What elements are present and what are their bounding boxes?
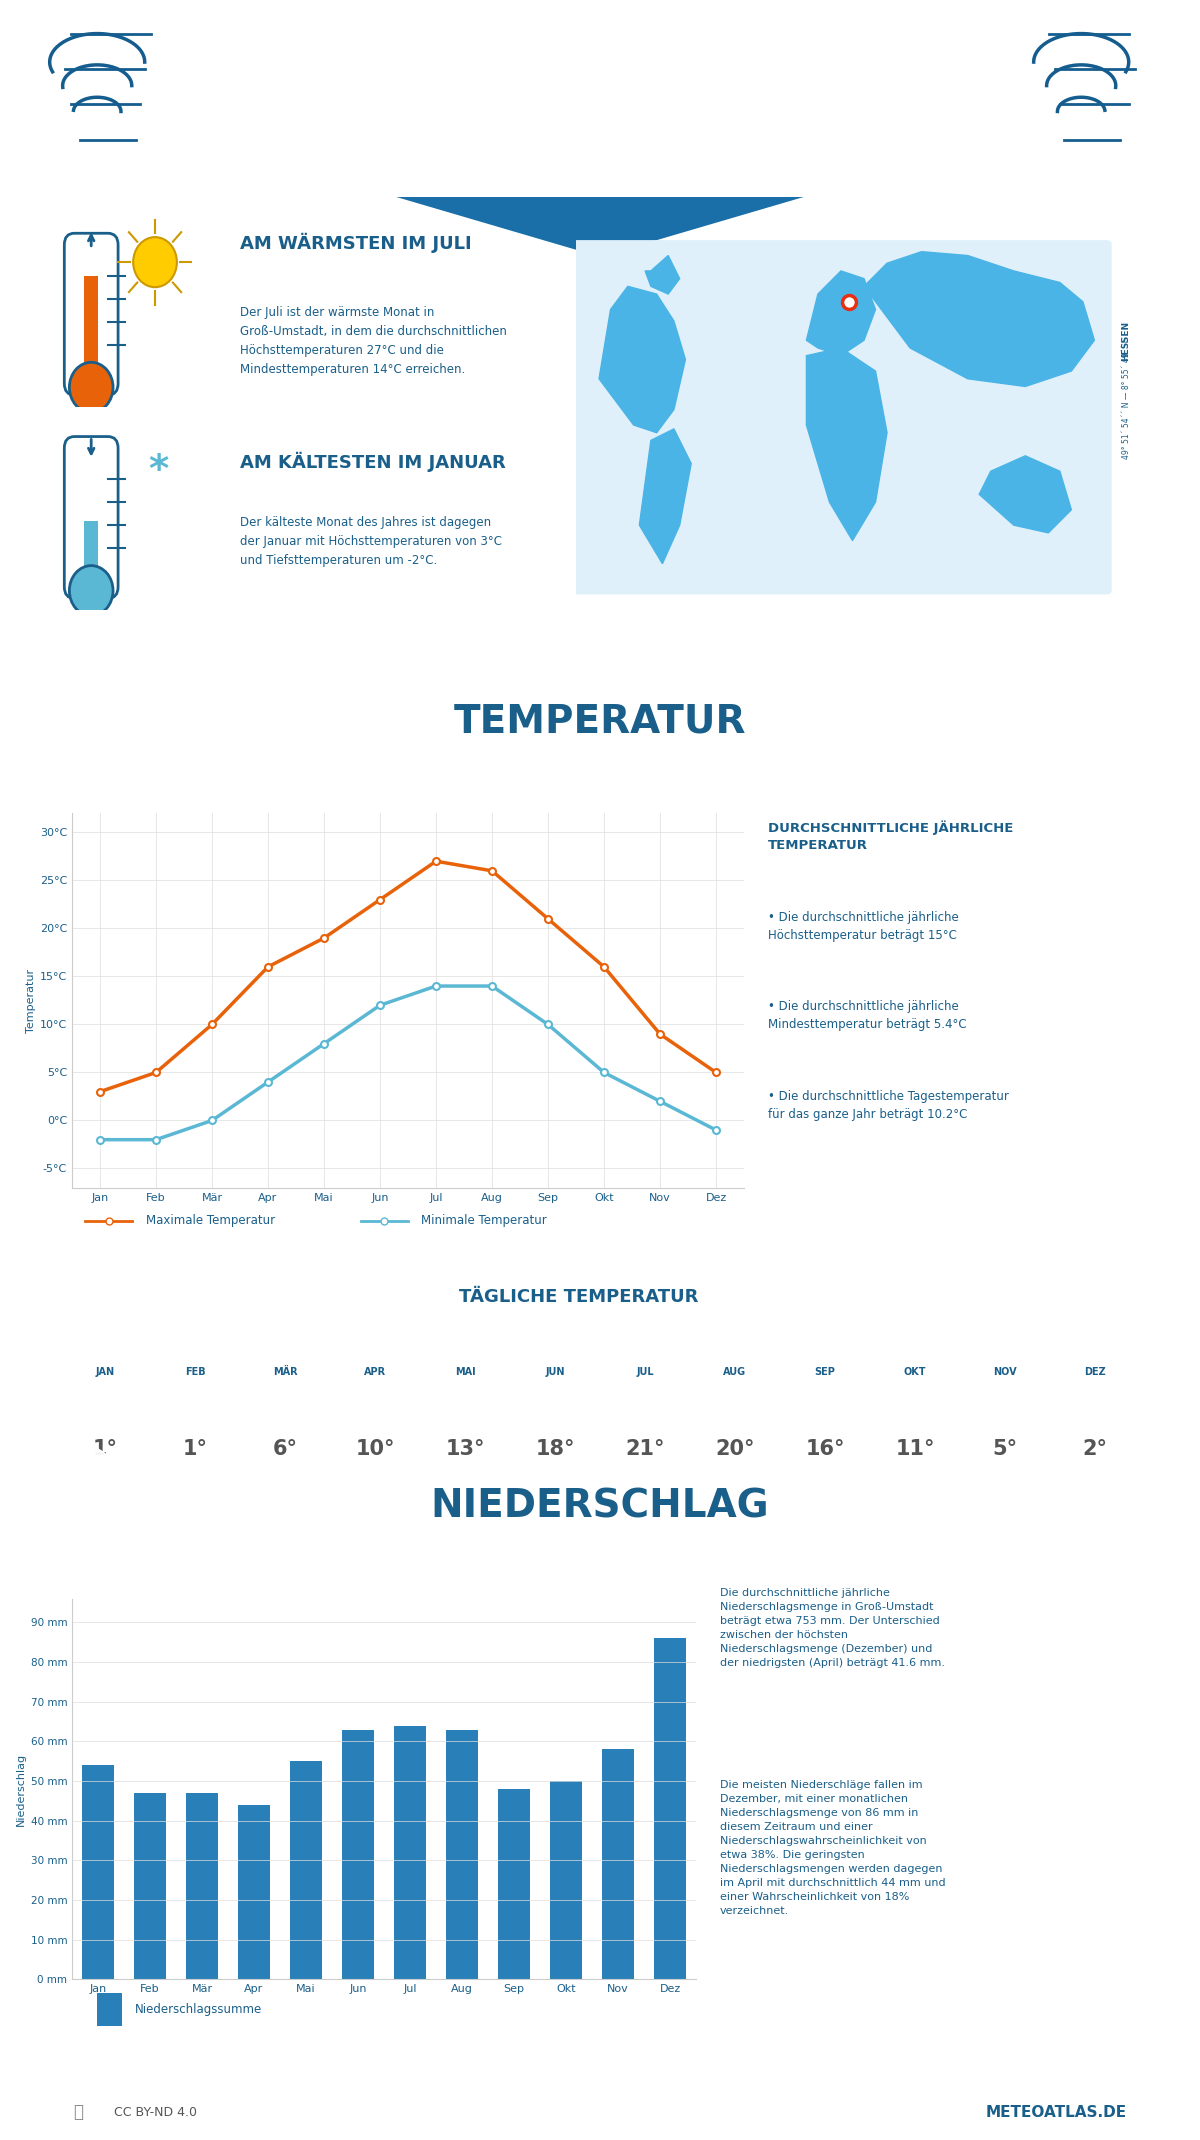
Text: NIEDERSCHLAG: NIEDERSCHLAG <box>431 1487 769 1526</box>
Y-axis label: Temperatur: Temperatur <box>25 969 36 1031</box>
Text: TEMPERATUR: TEMPERATUR <box>454 702 746 740</box>
Bar <box>395 1725 426 1980</box>
Y-axis label: Niederschlag: Niederschlag <box>17 1753 26 1825</box>
Bar <box>83 1766 114 1980</box>
Text: AM WÄRMSTEN IM JULI: AM WÄRMSTEN IM JULI <box>240 233 472 253</box>
Bar <box>602 1748 634 1980</box>
Text: Der kälteste Monat des Jahres ist dagegen
der Januar mit Höchsttemperaturen von : Der kälteste Monat des Jahres ist dagege… <box>240 516 502 567</box>
Text: AUG: AUG <box>724 1367 746 1376</box>
Text: ⓘ: ⓘ <box>73 2104 83 2121</box>
Bar <box>446 1729 478 1980</box>
Text: SEP: SEP <box>815 1367 835 1376</box>
Polygon shape <box>806 272 876 355</box>
Polygon shape <box>599 287 685 432</box>
Bar <box>134 1793 166 1980</box>
Polygon shape <box>640 428 691 563</box>
Circle shape <box>70 362 113 413</box>
Text: CC BY-ND 4.0: CC BY-ND 4.0 <box>114 2106 198 2119</box>
Bar <box>84 522 98 576</box>
Circle shape <box>47 672 133 770</box>
Text: 1°: 1° <box>182 1438 208 1459</box>
Bar <box>84 276 98 372</box>
Polygon shape <box>396 197 804 257</box>
Text: DURCHSCHNITTLICHE JÄHRLICHE
TEMPERATUR: DURCHSCHNITTLICHE JÄHRLICHE TEMPERATUR <box>768 820 1013 852</box>
Text: METEOATLAS.DE: METEOATLAS.DE <box>985 2104 1127 2121</box>
Polygon shape <box>646 255 679 293</box>
Text: AM KÄLTESTEN IM JANUAR: AM KÄLTESTEN IM JANUAR <box>240 452 505 471</box>
Text: DEZ: DEZ <box>1084 1367 1106 1376</box>
Polygon shape <box>979 456 1072 533</box>
Text: 21°: 21° <box>625 1438 665 1459</box>
Text: ©: © <box>23 2106 37 2119</box>
Text: Niederschlagssumme: Niederschlagssumme <box>134 2003 262 2016</box>
Bar <box>342 1729 373 1980</box>
Bar <box>654 1639 685 1980</box>
Text: D  E  U  T  S  C  H  L  A  N  D: D E U T S C H L A N D <box>504 160 696 173</box>
Circle shape <box>70 565 113 616</box>
Text: 10°: 10° <box>355 1438 395 1459</box>
Text: 11°: 11° <box>895 1438 935 1459</box>
Bar <box>97 1992 122 2027</box>
Text: 1°: 1° <box>92 1438 118 1459</box>
Text: Die durchschnittliche jährliche
Niederschlagsmenge in Groß-Umstadt
beträgt etwa : Die durchschnittliche jährliche Niedersc… <box>720 1588 946 1667</box>
Text: MÄR: MÄR <box>272 1367 298 1376</box>
Bar <box>290 1761 322 1980</box>
Bar <box>186 1793 217 1980</box>
Text: • Die durchschnittliche Tagestemperatur
für das ganze Jahr beträgt 10.2°C: • Die durchschnittliche Tagestemperatur … <box>768 1089 1009 1121</box>
Polygon shape <box>806 349 887 541</box>
Text: MAI: MAI <box>455 1367 475 1376</box>
Bar <box>498 1789 529 1980</box>
Text: 20°: 20° <box>715 1438 755 1459</box>
Text: JUN: JUN <box>545 1367 565 1376</box>
Polygon shape <box>864 253 1094 387</box>
Text: TÄGLICHE TEMPERATUR: TÄGLICHE TEMPERATUR <box>458 1288 698 1305</box>
Text: HESSEN: HESSEN <box>1122 321 1130 362</box>
FancyBboxPatch shape <box>65 233 118 396</box>
Text: APR: APR <box>364 1367 386 1376</box>
Text: 18°: 18° <box>535 1438 575 1459</box>
Text: NOV: NOV <box>994 1367 1016 1376</box>
Text: Der Juli ist der wärmste Monat in
Groß-Umstadt, in dem die durchschnittlichen
Hö: Der Juli ist der wärmste Monat in Groß-U… <box>240 306 506 377</box>
Text: 49° 51´ 54´´ N — 8° 55´ 49´´ E: 49° 51´ 54´´ N — 8° 55´ 49´´ E <box>1122 338 1130 458</box>
Text: • Die durchschnittliche jährliche
Mindesttemperatur beträgt 5.4°C: • Die durchschnittliche jährliche Mindes… <box>768 999 967 1031</box>
Text: NIEDERSCHLAGSWAHRSCHEINLICHKEIT: NIEDERSCHLAGSWAHRSCHEINLICHKEIT <box>238 2063 512 2076</box>
Text: 6°: 6° <box>272 1438 298 1459</box>
Text: Die meisten Niederschläge fallen im
Dezember, mit einer monatlichen
Niederschlag: Die meisten Niederschläge fallen im Deze… <box>720 1780 946 1915</box>
Text: JUL: JUL <box>636 1367 654 1376</box>
Text: 2°: 2° <box>1082 1438 1108 1459</box>
Circle shape <box>133 238 176 287</box>
Text: *: * <box>149 452 168 490</box>
Text: 5°: 5° <box>992 1438 1018 1459</box>
Text: • Die durchschnittliche jährliche
Höchsttemperatur beträgt 15°C: • Die durchschnittliche jährliche Höchst… <box>768 910 959 942</box>
Text: Maximale Temperatur: Maximale Temperatur <box>146 1213 275 1228</box>
FancyBboxPatch shape <box>65 437 118 599</box>
Text: FEB: FEB <box>185 1367 205 1376</box>
Text: 16°: 16° <box>805 1438 845 1459</box>
Text: Minimale Temperatur: Minimale Temperatur <box>421 1213 547 1228</box>
Bar <box>239 1804 270 1980</box>
Text: 13°: 13° <box>445 1438 485 1459</box>
FancyBboxPatch shape <box>570 240 1111 595</box>
Text: OKT: OKT <box>904 1367 926 1376</box>
Text: GROSS-UMSTADT: GROSS-UMSTADT <box>358 54 842 101</box>
Bar <box>551 1780 582 1980</box>
Text: JAN: JAN <box>96 1367 114 1376</box>
